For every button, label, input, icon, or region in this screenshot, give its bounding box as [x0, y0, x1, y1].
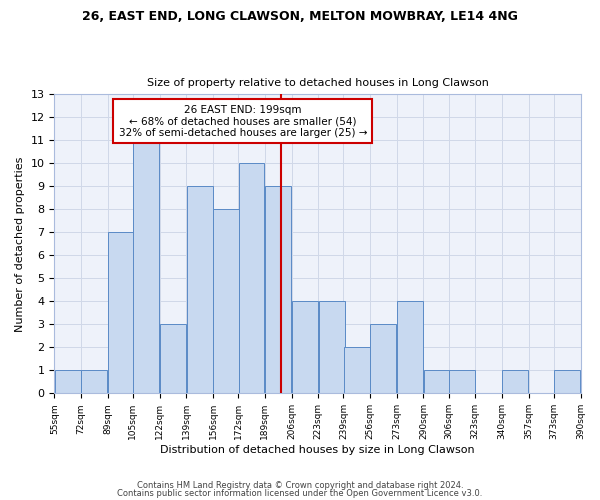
Text: Contains HM Land Registry data © Crown copyright and database right 2024.: Contains HM Land Registry data © Crown c… [137, 481, 463, 490]
Bar [554, 370, 580, 394]
Bar [502, 370, 528, 394]
Bar [370, 324, 397, 394]
Bar [214, 210, 239, 394]
Text: 26 EAST END: 199sqm
← 68% of detached houses are smaller (54)
32% of semi-detach: 26 EAST END: 199sqm ← 68% of detached ho… [119, 104, 367, 138]
Bar [160, 324, 186, 394]
Bar [319, 302, 344, 394]
X-axis label: Distribution of detached houses by size in Long Clawson: Distribution of detached houses by size … [160, 445, 475, 455]
Text: Contains public sector information licensed under the Open Government Licence v3: Contains public sector information licen… [118, 488, 482, 498]
Bar [397, 302, 423, 394]
Title: Size of property relative to detached houses in Long Clawson: Size of property relative to detached ho… [146, 78, 488, 88]
Bar [108, 232, 134, 394]
Y-axis label: Number of detached properties: Number of detached properties [15, 156, 25, 332]
Bar [344, 348, 370, 394]
Bar [424, 370, 450, 394]
Bar [82, 370, 107, 394]
Bar [239, 164, 265, 394]
Bar [265, 186, 291, 394]
Bar [55, 370, 81, 394]
Text: 26, EAST END, LONG CLAWSON, MELTON MOWBRAY, LE14 4NG: 26, EAST END, LONG CLAWSON, MELTON MOWBR… [82, 10, 518, 23]
Bar [449, 370, 475, 394]
Bar [187, 186, 212, 394]
Bar [292, 302, 318, 394]
Bar [133, 140, 159, 394]
